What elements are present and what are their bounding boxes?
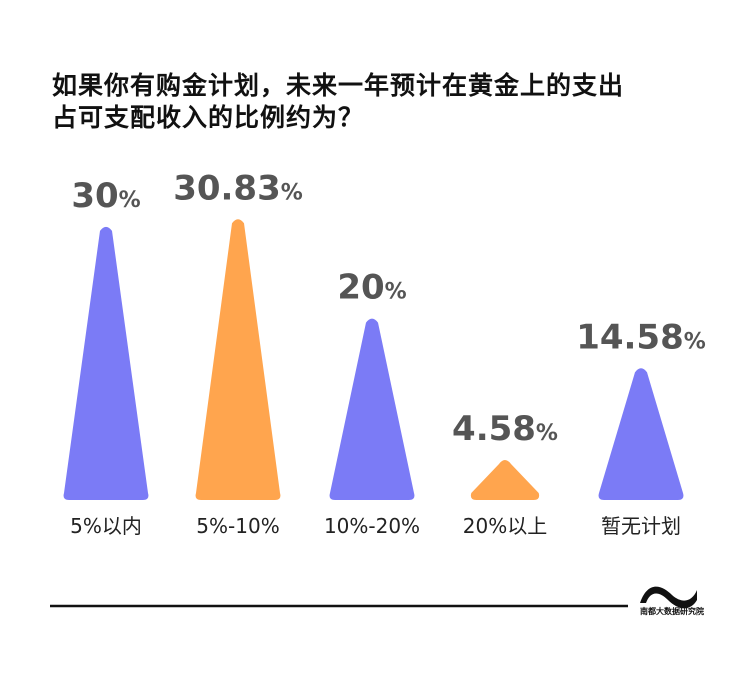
value-label: 20%	[337, 268, 406, 308]
bar-3	[470, 460, 540, 500]
bar-1	[195, 219, 281, 501]
bar-2	[329, 318, 415, 500]
category-label: 5%-10%	[196, 514, 279, 538]
category-label: 10%-20%	[324, 514, 420, 538]
category-label: 5%以内	[70, 514, 142, 538]
category-label: 20%以上	[463, 514, 547, 538]
bar-0	[63, 226, 149, 500]
value-label: 30.83%	[173, 168, 303, 208]
category-label: 暂无计划	[601, 514, 681, 538]
value-label: 4.58%	[452, 409, 558, 449]
title-line-2: 占可支配收入的比例约为？	[52, 103, 365, 132]
chart-title: 如果你有购金计划，未来一年预计在黄金上的支出 占可支配收入的比例约为？	[52, 70, 624, 134]
bar-4	[598, 368, 684, 500]
title-line-1: 如果你有购金计划，未来一年预计在黄金上的支出	[52, 71, 625, 100]
logo-mark-icon	[640, 586, 697, 609]
value-label: 14.58%	[576, 317, 706, 357]
value-label: 30%	[71, 176, 140, 216]
logo: 南都大数据研究院	[640, 607, 704, 616]
